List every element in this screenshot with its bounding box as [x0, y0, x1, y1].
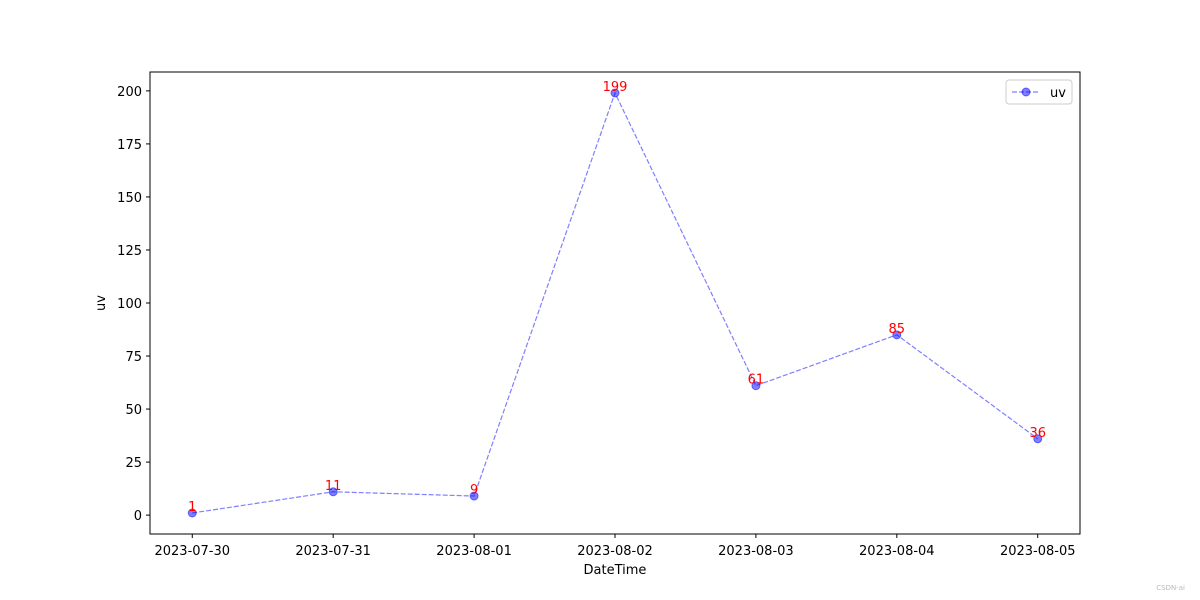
x-tick-label: 2023-07-31 — [295, 544, 371, 559]
y-tick-label: 125 — [117, 244, 142, 259]
x-tick-label: 2023-08-02 — [577, 544, 653, 559]
data-label: 1 — [188, 500, 196, 515]
x-axis-label: DateTime — [584, 563, 647, 578]
y-axis-label: uv — [94, 295, 109, 311]
point — [1033, 434, 1043, 444]
x-tick-label: 2023-08-04 — [859, 544, 935, 559]
point — [892, 330, 902, 340]
y-tick-label: 50 — [125, 403, 142, 418]
axes-frame — [149, 71, 1081, 535]
y-tick-label: 0 — [134, 509, 142, 524]
y-tick-label: 150 — [117, 191, 142, 206]
data-label: 61 — [748, 373, 765, 388]
series-line — [192, 91, 1039, 514]
x-tick-label: 2023-08-05 — [1000, 544, 1076, 559]
legend-label: uv — [1050, 86, 1066, 101]
data-label: 11 — [325, 479, 342, 494]
y-tick-label: 200 — [117, 85, 142, 100]
point — [328, 487, 338, 497]
point — [610, 88, 620, 98]
point — [751, 381, 761, 391]
x-tick-label: 2023-08-03 — [718, 544, 794, 559]
legend-box — [1005, 79, 1073, 105]
data-label: 9 — [470, 483, 478, 498]
data-label: 36 — [1029, 426, 1046, 441]
data-label: 85 — [889, 322, 906, 337]
x-tick-label: 2023-07-30 — [154, 544, 230, 559]
y-tick-label: 100 — [117, 297, 142, 312]
point — [187, 508, 197, 518]
watermark: CSDN-ai — [1156, 584, 1185, 592]
y-tick-label: 25 — [125, 456, 142, 471]
data-label: 199 — [603, 80, 628, 95]
y-tick-label: 75 — [125, 350, 142, 365]
y-tick-label: 175 — [117, 138, 142, 153]
x-tick-label: 2023-08-01 — [436, 544, 512, 559]
point — [469, 491, 479, 501]
legend-marker — [1021, 87, 1031, 97]
